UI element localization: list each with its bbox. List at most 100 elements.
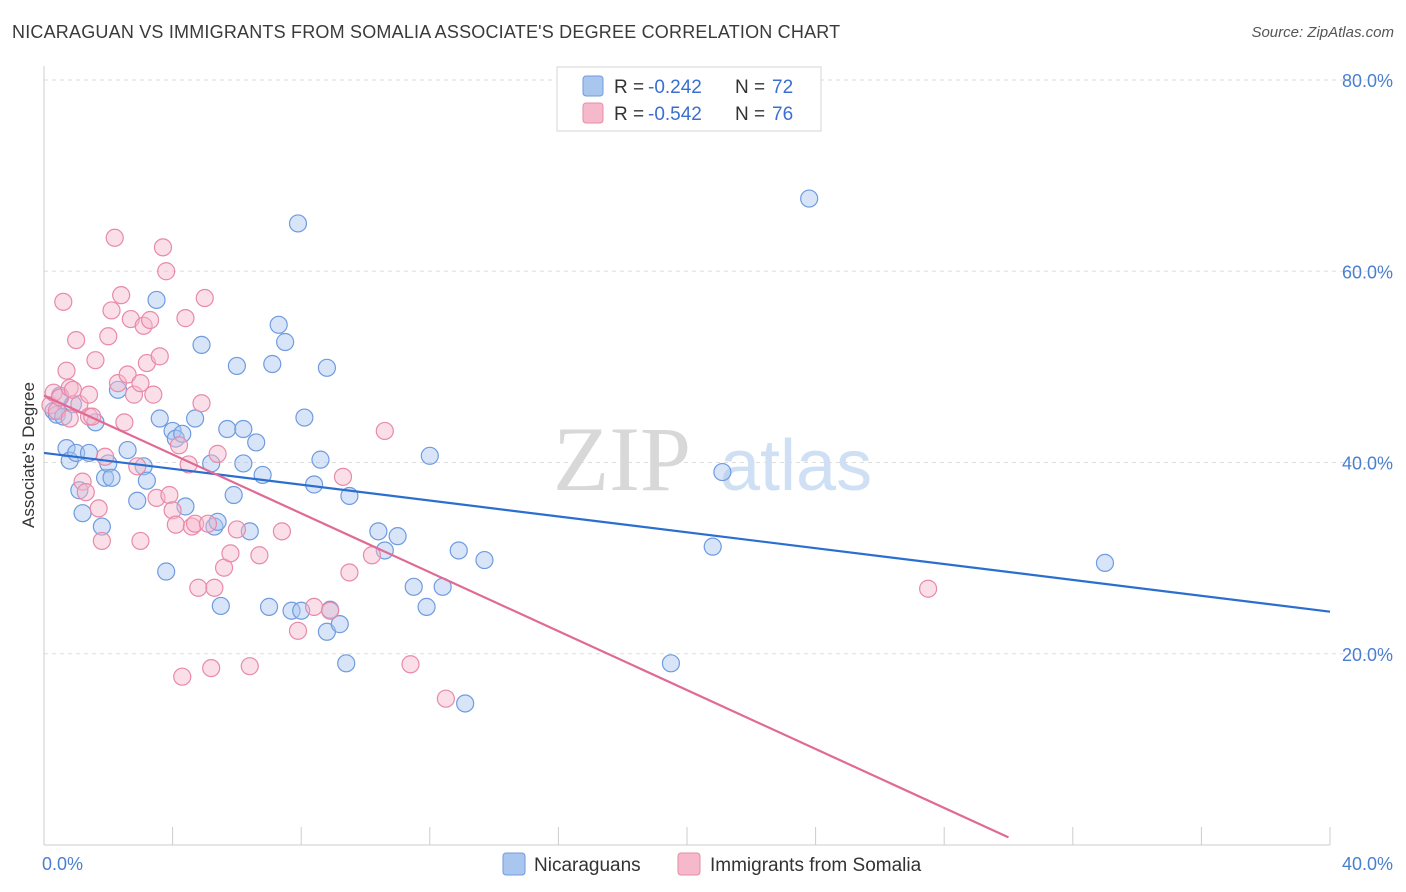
point-somalia-65 — [333, 467, 353, 486]
legend-n-label-2: N = — [735, 104, 765, 125]
point-somalia-16 — [86, 351, 105, 370]
point-somalia-35 — [144, 385, 163, 404]
watermark-atlas: atlas — [720, 426, 872, 506]
bottom-legend-swatch-pink — [677, 852, 701, 876]
point-nicaraguans-21 — [147, 290, 166, 310]
point-somalia-14 — [79, 385, 99, 404]
point-somalia-57 — [221, 544, 240, 563]
point-nicaraguans-47 — [288, 214, 308, 233]
point-somalia-54 — [205, 578, 224, 597]
point-nicaraguans-49 — [295, 408, 314, 427]
point-somalia-59 — [240, 657, 259, 676]
bottom-legend: Nicaraguans Immigrants from Somalia — [502, 852, 922, 876]
point-somalia-69 — [401, 655, 420, 674]
trend-lines — [43, 394, 1331, 839]
point-somalia-19 — [95, 447, 115, 466]
chart-source: Source: ZipAtlas.com — [1251, 24, 1394, 41]
point-somalia-60 — [250, 546, 269, 565]
y-axis-label: Associate's Degree — [19, 382, 38, 528]
point-nicaraguans-60 — [388, 527, 407, 546]
point-somalia-64 — [321, 601, 340, 620]
legend-n-value-2: 76 — [772, 104, 793, 125]
point-nicaraguans-52 — [317, 358, 337, 377]
axes — [43, 66, 1331, 846]
point-somalia-22 — [105, 228, 124, 247]
point-somalia-55 — [208, 444, 227, 463]
point-somalia-38 — [153, 238, 173, 257]
point-nicaraguans-69 — [703, 537, 722, 556]
point-somalia-29 — [128, 457, 147, 476]
point-nicaraguans-44 — [269, 315, 288, 334]
legend-n-value-1: 72 — [772, 77, 793, 98]
point-somalia-34 — [140, 310, 160, 330]
point-somalia-24 — [112, 286, 131, 305]
point-nicaraguans-36 — [227, 356, 246, 376]
point-somalia-41 — [163, 501, 182, 520]
point-somalia-7 — [60, 378, 79, 398]
point-nicaraguans-51 — [311, 450, 330, 469]
point-somalia-11 — [73, 472, 92, 491]
point-nicaraguans-29 — [192, 335, 211, 354]
point-somalia-50 — [192, 394, 211, 413]
point-somalia-51 — [195, 288, 214, 308]
point-nicaraguans-23 — [157, 562, 176, 581]
y-tick-label-80: 80.0% — [1342, 71, 1393, 91]
point-nicaraguans-63 — [420, 446, 439, 465]
chart-title: NICARAGUAN VS IMMIGRANTS FROM SOMALIA AS… — [12, 22, 841, 42]
point-somalia-37 — [150, 347, 169, 366]
point-somalia-39 — [157, 262, 176, 281]
point-somalia-6 — [60, 409, 79, 428]
point-somalia-45 — [176, 309, 195, 328]
bottom-legend-label-nicaraguans: Nicaraguans — [534, 855, 641, 876]
point-nicaraguans-9 — [73, 504, 92, 523]
point-nicaraguans-12 — [92, 517, 111, 536]
point-nicaraguans-66 — [456, 694, 475, 713]
point-somalia-48 — [186, 514, 205, 533]
point-nicaraguans-28 — [186, 409, 205, 428]
point-nicaraguans-58 — [369, 522, 388, 541]
point-nicaraguans-65 — [449, 541, 468, 560]
x-tick-label-max: 40.0% — [1342, 854, 1393, 874]
series-somalia — [41, 228, 938, 708]
point-somalia-28 — [124, 385, 144, 404]
point-somalia-20 — [99, 327, 118, 346]
point-somalia-68 — [375, 421, 394, 441]
legend-r-value-2: -0.542 — [648, 104, 702, 125]
x-tick-label-min: 0.0% — [42, 854, 83, 874]
legend-r-label-1: R = — [614, 77, 644, 98]
point-somalia-21 — [102, 301, 121, 320]
point-nicaraguans-20 — [137, 471, 156, 490]
legend-r-value-1: -0.242 — [648, 77, 702, 98]
point-somalia-9 — [67, 331, 86, 350]
point-nicaraguans-55 — [330, 615, 349, 634]
point-nicaraguans-46 — [282, 601, 301, 620]
point-somalia-4 — [54, 292, 73, 311]
point-nicaraguans-34 — [218, 419, 237, 439]
y-tick-label-60: 60.0% — [1342, 262, 1393, 282]
point-nicaraguans-71 — [800, 189, 819, 208]
point-nicaraguans-26 — [173, 424, 192, 443]
legend-swatch-pink — [582, 102, 604, 124]
point-nicaraguans-18 — [128, 491, 147, 510]
point-nicaraguans-72 — [1095, 553, 1115, 573]
point-somalia-25 — [115, 413, 134, 432]
point-somalia-26 — [118, 365, 137, 384]
point-somalia-71 — [919, 579, 938, 598]
point-somalia-31 — [131, 531, 150, 551]
point-somalia-18 — [92, 531, 111, 551]
trend-line-somalia — [43, 394, 1009, 839]
point-nicaraguans-37 — [234, 454, 253, 473]
point-nicaraguans-67 — [475, 550, 494, 570]
trend-line-nicaraguans — [43, 451, 1331, 613]
point-nicaraguans-40 — [247, 433, 266, 452]
point-nicaraguans-43 — [263, 354, 282, 374]
y-tick-label-40: 40.0% — [1342, 454, 1393, 474]
point-nicaraguans-33 — [211, 596, 230, 616]
y-tick-labels: 20.0% 40.0% 60.0% 80.0% — [1342, 71, 1393, 665]
y-tick-label-20: 20.0% — [1342, 645, 1393, 665]
point-somalia-52 — [198, 514, 218, 533]
point-somalia-70 — [436, 689, 455, 708]
point-nicaraguans-35 — [224, 485, 243, 505]
point-somalia-5 — [57, 361, 76, 380]
